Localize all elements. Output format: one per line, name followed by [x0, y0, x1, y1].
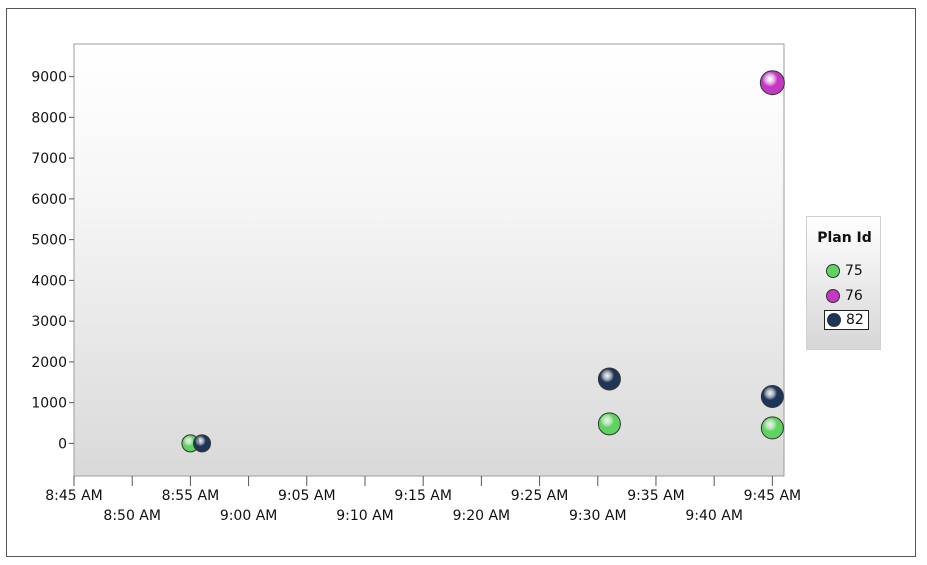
x-tick-label: 9:35 AM	[627, 488, 685, 504]
plot-area	[73, 43, 785, 477]
y-tick-label: 1000	[31, 396, 67, 412]
y-tick-label: 9000	[31, 70, 67, 86]
legend-swatch-icon	[826, 264, 840, 278]
legend-swatch-icon	[826, 289, 840, 303]
x-tick-label: 9:20 AM	[453, 508, 511, 524]
data-point-plan-82[interactable]	[760, 385, 784, 409]
x-tick-label: 9:00 AM	[220, 508, 278, 524]
x-tick-label: 9:30 AM	[569, 508, 627, 524]
x-tick-label: 9:45 AM	[744, 488, 802, 504]
data-point-plan-75[interactable]	[597, 412, 621, 436]
x-tick-label: 8:50 AM	[103, 508, 161, 524]
data-point-plan-76[interactable]	[759, 70, 785, 96]
x-tick-label: 9:40 AM	[685, 508, 743, 524]
legend-label: 76	[845, 288, 863, 304]
y-tick-label: 5000	[31, 233, 67, 249]
y-tick-label: 2000	[31, 355, 67, 371]
legend: Plan Id 75 76 82	[806, 216, 881, 350]
legend-swatch-icon	[827, 313, 841, 327]
x-tick-label: 9:10 AM	[336, 508, 394, 524]
y-tick-label: 0	[58, 436, 67, 452]
data-point-plan-75[interactable]	[760, 416, 784, 440]
y-tick-label: 7000	[31, 151, 67, 167]
x-tick-label: 8:45 AM	[45, 488, 103, 504]
data-point-plan-82[interactable]	[193, 434, 212, 453]
data-point-plan-82[interactable]	[597, 367, 621, 391]
legend-item-75[interactable]: 75	[824, 261, 867, 281]
y-tick-label: 4000	[31, 273, 67, 289]
legend-label: 82	[846, 312, 864, 328]
y-tick-label: 8000	[31, 110, 67, 126]
x-tick-label: 9:15 AM	[394, 488, 452, 504]
legend-item-82[interactable]: 82	[824, 310, 869, 330]
y-tick-label: 6000	[31, 192, 67, 208]
x-tick-label: 9:25 AM	[511, 488, 569, 504]
y-tick-label: 3000	[31, 314, 67, 330]
legend-label: 75	[845, 263, 863, 279]
x-tick-label: 9:05 AM	[278, 488, 336, 504]
legend-item-76[interactable]: 76	[824, 286, 867, 306]
x-tick-label: 8:55 AM	[162, 488, 220, 504]
legend-title: Plan Id	[817, 230, 872, 246]
